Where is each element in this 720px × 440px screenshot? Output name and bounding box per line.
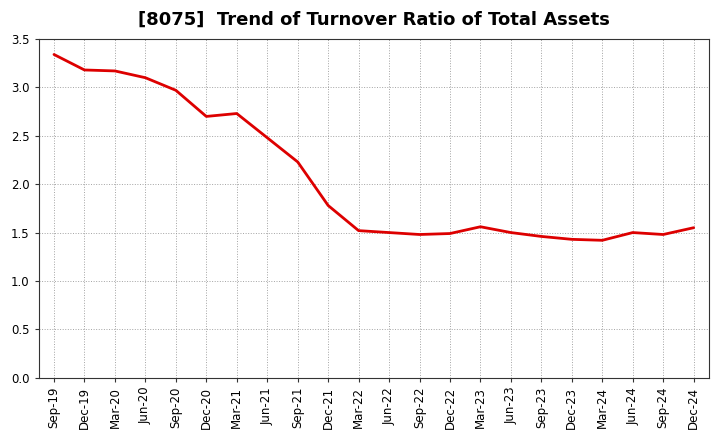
Title: [8075]  Trend of Turnover Ratio of Total Assets: [8075] Trend of Turnover Ratio of Total … [138,11,610,29]
